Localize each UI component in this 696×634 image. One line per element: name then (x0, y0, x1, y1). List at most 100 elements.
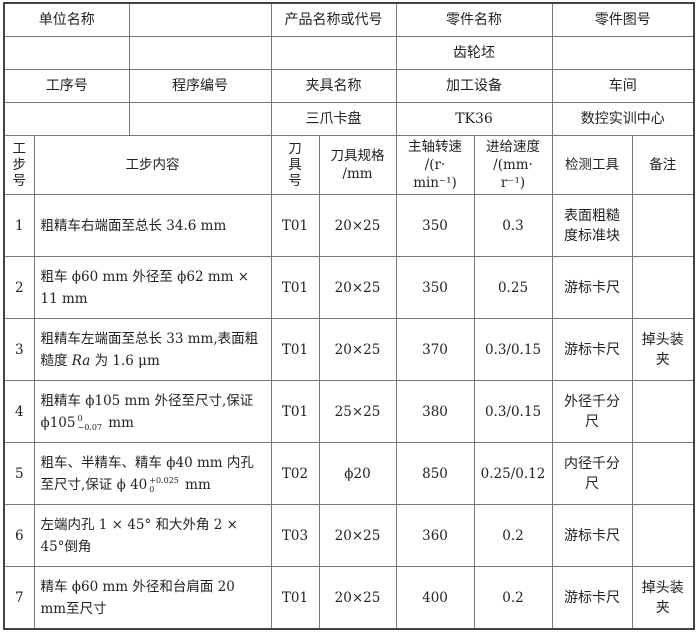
workshop-label: 车间 (551, 69, 695, 103)
step-content-text: 精车 ϕ60 mm 外径和台肩面 20 mm至尺寸 (40, 578, 235, 617)
col-tool-no-text: 刀具号 (288, 140, 302, 189)
tolerance-upper: 0 (77, 414, 83, 423)
tolerance-upper: +0.025 (149, 476, 179, 485)
col-tool-spec: 刀具规格/mm (318, 135, 397, 195)
tool-spec: 20×25 (318, 318, 397, 381)
remark (631, 504, 695, 567)
col-step-no: 工步号 (3, 135, 35, 195)
step-content-text: 粗精车左端面至总长 33 mm,表面粗糙度 (40, 330, 259, 369)
col-remark: 备注 (631, 135, 695, 195)
unit-name-label: 单位名称 (3, 2, 130, 37)
col-tool-spec-unit: /mm (342, 166, 373, 182)
inspection-tool: 表面粗糙度标准块 (551, 194, 633, 257)
workshop-value: 数控实训中心 (551, 102, 695, 136)
step-content-text: 粗车 ϕ60 mm 外径至 ϕ62 mm × 11 mm (40, 268, 250, 307)
table-row: 5 粗车、半精车、精车 ϕ40 mm 内孔至尺寸,保证 ϕ 40 +0.025 0 m… (3, 442, 695, 505)
tool-spec: 20×25 (318, 566, 397, 630)
col-spindle-speed: 主轴转速 /(r· min⁻¹) (395, 135, 475, 195)
step-no: 1 (3, 194, 35, 257)
col-step-no-text: 工步号 (12, 140, 27, 189)
feed-rate: 0.3/0.15 (473, 380, 553, 443)
process-no-label: 工序号 (3, 69, 130, 103)
col-feed-unit: /(mm· (493, 157, 533, 173)
tool-no: T03 (270, 504, 320, 567)
feed-rate: 0.25/0.12 (473, 442, 553, 505)
spindle-speed: 400 (395, 566, 475, 630)
col-spindle-unit2: min⁻¹) (413, 175, 457, 191)
tool-no: T01 (270, 566, 320, 630)
tolerance-lower: 0 (149, 485, 155, 494)
col-feed-unit2: r⁻¹) (500, 175, 526, 191)
table-row: 6 左端内孔 1 × 45° 和大外角 2 × 45°倒角 T03 20×25 360 0… (3, 504, 695, 567)
equipment-value: TK36 (395, 102, 553, 136)
tool-no: T01 (270, 380, 320, 443)
part-name-label: 零件名称 (395, 2, 553, 37)
inspection-tool: 游标卡尺 (551, 566, 633, 630)
tool-no: T01 (270, 318, 320, 381)
step-content-text: 为 1.6 μm (90, 352, 160, 369)
inspection-tool: 游标卡尺 (551, 318, 633, 381)
tolerance: +0.025 0 (149, 476, 179, 494)
col-content: 工步内容 (33, 135, 272, 195)
spindle-speed: 850 (395, 442, 475, 505)
feed-rate: 0.3/0.15 (473, 318, 553, 381)
col-tool-no: 刀具号 (270, 135, 320, 195)
part-drawing-value (551, 36, 695, 70)
feed-rate: 0.25 (473, 256, 553, 319)
tool-no: T02 (270, 442, 320, 505)
process-card-table: 单位名称 产品名称或代号 零件名称 零件图号 齿轮坯 工序号 程序编号 夹具名称… (3, 2, 695, 630)
tool-spec: 20×25 (318, 256, 397, 319)
inspection-tool: 游标卡尺 (551, 256, 633, 319)
fixture-label: 夹具名称 (270, 69, 397, 103)
empty-cell (3, 36, 130, 70)
header-row-4: 三爪卡盘 TK36 数控实训中心 (3, 102, 695, 136)
step-content-text: 粗精车右端面至总长 34.6 mm (40, 217, 227, 234)
product-label: 产品名称或代号 (270, 2, 397, 37)
tolerance-lower: −0.07 (77, 423, 102, 432)
header-row-2: 齿轮坯 (3, 36, 695, 70)
table-row: 3 粗精车左端面至总长 33 mm,表面粗糙度 Ra 为 1.6 μm T01 20×… (3, 318, 695, 381)
part-drawing-label: 零件图号 (551, 2, 695, 37)
equipment-label: 加工设备 (395, 69, 553, 103)
spindle-speed: 380 (395, 380, 475, 443)
step-no: 4 (3, 380, 35, 443)
tool-no: T01 (270, 194, 320, 257)
remark: 掉头装夹 (631, 566, 695, 630)
ra-symbol: Ra (71, 352, 91, 369)
empty-cell (128, 36, 272, 70)
fixture-value: 三爪卡盘 (270, 102, 397, 136)
col-inspection: 检测工具 (551, 135, 633, 195)
remark (631, 380, 695, 443)
tool-spec: ϕ20 (318, 442, 397, 505)
program-no-label: 程序编号 (128, 69, 272, 103)
remark (631, 442, 695, 505)
step-content-text: 粗精车 ϕ105 mm 外径至尺寸,保证 ϕ105 (40, 392, 254, 431)
step-content-text: mm (180, 476, 211, 493)
tool-spec: 20×25 (318, 194, 397, 257)
step-no: 3 (3, 318, 35, 381)
table-row: 2 粗车 ϕ60 mm 外径至 ϕ62 mm × 11 mm T01 20×25 350… (3, 256, 695, 319)
program-no-value (128, 102, 272, 136)
step-no: 6 (3, 504, 35, 567)
feed-rate: 0.2 (473, 504, 553, 567)
col-spindle-line: 主轴转速 (408, 139, 462, 155)
unit-name-value (128, 2, 272, 37)
inspection-tool: 外径千分尺 (551, 380, 633, 443)
step-content: 左端内孔 1 × 45° 和大外角 2 × 45°倒角 (33, 504, 272, 567)
feed-rate: 0.2 (473, 566, 553, 630)
spindle-speed: 350 (395, 194, 475, 257)
tolerance: 0 −0.07 (77, 414, 102, 432)
step-content: 粗车 ϕ60 mm 外径至 ϕ62 mm × 11 mm (33, 256, 272, 319)
remark (631, 256, 695, 319)
process-no-value (3, 102, 130, 136)
part-name-value: 齿轮坯 (395, 36, 553, 70)
remark: 掉头装夹 (631, 318, 695, 381)
product-value (270, 36, 397, 70)
inspection-tool: 游标卡尺 (551, 504, 633, 567)
tool-no: T01 (270, 256, 320, 319)
table-row: 7 精车 ϕ60 mm 外径和台肩面 20 mm至尺寸 T01 20×25 400 0.2… (3, 566, 695, 630)
header-row-3: 工序号 程序编号 夹具名称 加工设备 车间 (3, 69, 695, 103)
inspection-tool: 内径千分尺 (551, 442, 633, 505)
table-row: 1 粗精车右端面至总长 34.6 mm T01 20×25 350 0.3 表面粗糙度标准块 (3, 194, 695, 257)
step-content-text: mm (104, 414, 134, 431)
